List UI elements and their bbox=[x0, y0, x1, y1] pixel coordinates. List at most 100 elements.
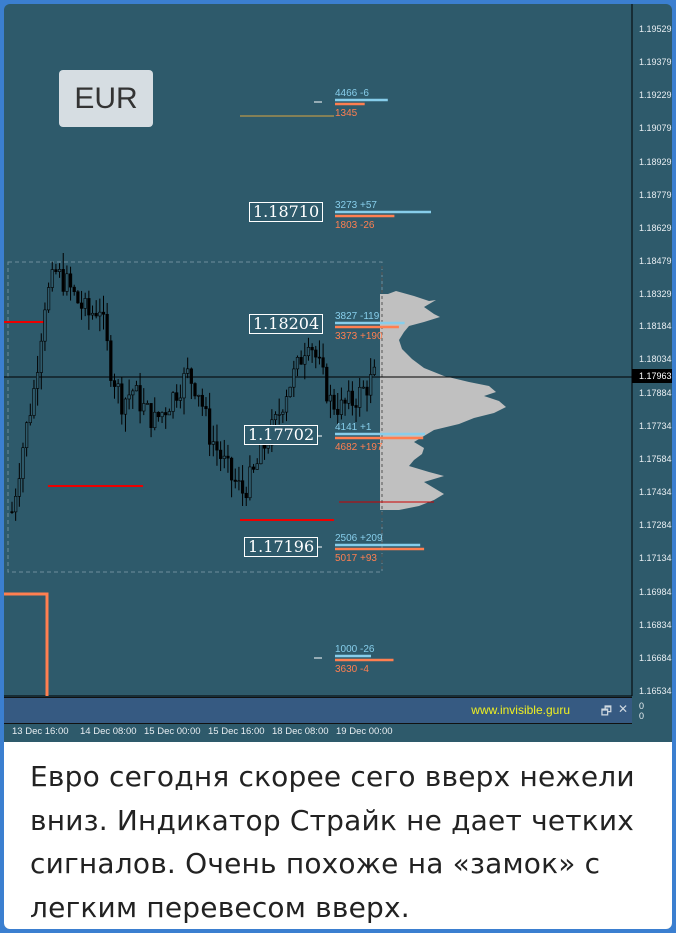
price-tick: 1.16534 bbox=[639, 686, 672, 696]
candle bbox=[14, 496, 18, 513]
candle bbox=[281, 411, 285, 415]
candle bbox=[10, 511, 14, 513]
candle bbox=[277, 414, 281, 416]
candle bbox=[189, 368, 193, 384]
restore-icon[interactable]: 🗗 bbox=[600, 704, 612, 718]
current-price-tag bbox=[632, 369, 672, 383]
candle bbox=[36, 372, 40, 389]
orange-marker-line bbox=[4, 592, 49, 696]
time-tick: 15 Dec 00:00 bbox=[144, 726, 201, 737]
candle bbox=[204, 406, 208, 410]
price-tick: 1.19379 bbox=[639, 57, 672, 68]
candle bbox=[182, 373, 186, 399]
bear-stat: 3630 -4 bbox=[335, 664, 369, 675]
candle bbox=[306, 347, 311, 357]
candle bbox=[50, 269, 54, 288]
candle bbox=[32, 388, 36, 416]
candle bbox=[343, 399, 347, 404]
indicator-panel: www.invisible.guru 🗗 ✕ bbox=[4, 697, 632, 724]
candle bbox=[255, 463, 259, 470]
candle bbox=[87, 298, 91, 316]
candle bbox=[317, 356, 322, 359]
caption-line: сигналов. Очень похоже на «замок» с bbox=[30, 847, 601, 880]
candle bbox=[354, 405, 358, 408]
candle bbox=[299, 357, 303, 365]
candle bbox=[28, 415, 32, 424]
candle bbox=[164, 412, 168, 416]
bear-stat: 1803 -26 bbox=[335, 220, 375, 231]
candle bbox=[251, 466, 256, 470]
indicator-axis-value: 0 bbox=[639, 711, 645, 721]
price-tick: 1.18184 bbox=[639, 321, 672, 332]
candle bbox=[233, 479, 237, 482]
candle bbox=[175, 392, 179, 401]
chart-window: 4466 -6 1345 3273 +57 1803 -26 3827 -119 3373… bbox=[4, 4, 672, 929]
bear-stat: 4682 +197 bbox=[335, 442, 383, 453]
candle bbox=[101, 311, 106, 315]
candle bbox=[138, 385, 142, 412]
price-tick: 1.17134 bbox=[639, 553, 672, 564]
price-level-label: 1.18710 bbox=[249, 202, 324, 222]
candle bbox=[248, 466, 252, 499]
candle bbox=[109, 340, 113, 381]
candle bbox=[149, 403, 153, 428]
price-chart[interactable]: 4466 -6 1345 3273 +57 1803 -26 3827 -119 3373… bbox=[4, 4, 672, 742]
candle bbox=[105, 313, 109, 342]
candle bbox=[372, 366, 376, 375]
caption-line: Евро сегодня скорее сего вверх нежели bbox=[30, 760, 635, 793]
candle bbox=[284, 396, 289, 413]
candle bbox=[21, 447, 25, 479]
candle bbox=[266, 444, 270, 449]
candle bbox=[347, 390, 351, 404]
candle bbox=[230, 457, 234, 481]
price-level-label: 1.18204 bbox=[249, 314, 324, 334]
site-label: www.invisible.guru bbox=[471, 703, 570, 717]
bull-stat: 2506 +209 bbox=[335, 533, 383, 544]
volume-profile bbox=[380, 291, 506, 510]
candle bbox=[259, 442, 263, 465]
bull-stat: 3827 -119 bbox=[335, 311, 380, 322]
candle bbox=[365, 386, 369, 396]
candle bbox=[54, 269, 58, 272]
current-price-value: 1.17963 bbox=[639, 371, 672, 381]
time-tick: 14 Dec 08:00 bbox=[80, 726, 137, 737]
time-tick: 18 Dec 08:00 bbox=[272, 726, 329, 737]
candle bbox=[208, 408, 212, 445]
candle bbox=[240, 480, 245, 494]
candle bbox=[39, 340, 43, 373]
candle bbox=[288, 386, 292, 397]
bull-stat: 1000 -26 bbox=[335, 644, 375, 655]
price-tick: 1.18034 bbox=[639, 354, 672, 365]
candle bbox=[336, 408, 340, 415]
price-tick: 1.18329 bbox=[639, 289, 672, 300]
candle bbox=[160, 412, 164, 418]
candle bbox=[134, 385, 139, 392]
price-tick: 1.18779 bbox=[639, 189, 672, 200]
price-tick: 1.16834 bbox=[639, 619, 672, 630]
candle bbox=[98, 311, 102, 317]
price-tick: 1.19079 bbox=[639, 123, 672, 134]
candle bbox=[339, 399, 344, 415]
candle bbox=[142, 403, 146, 412]
level-stats: 4466 -6 1345 3273 +57 1803 -26 3827 -119 3373… bbox=[314, 88, 431, 675]
price-tick: 1.17734 bbox=[639, 420, 672, 431]
candle bbox=[57, 269, 62, 272]
candle bbox=[328, 394, 333, 402]
range-box bbox=[7, 261, 383, 573]
price-tick: 1.17434 bbox=[639, 487, 672, 498]
close-icon[interactable]: ✕ bbox=[617, 702, 628, 716]
candle bbox=[292, 368, 296, 388]
price-tick: 1.17284 bbox=[639, 520, 672, 531]
price-tick: 1.18929 bbox=[639, 156, 672, 167]
candle bbox=[273, 414, 278, 421]
candle bbox=[295, 357, 300, 370]
symbol-badge: EUR bbox=[59, 70, 153, 127]
candle bbox=[226, 455, 230, 459]
candle bbox=[83, 298, 87, 309]
bull-stat: 3273 +57 bbox=[335, 200, 377, 211]
candle bbox=[200, 394, 204, 407]
candle bbox=[25, 422, 29, 448]
candle bbox=[325, 366, 329, 402]
candle bbox=[197, 394, 201, 397]
candle bbox=[156, 411, 161, 418]
